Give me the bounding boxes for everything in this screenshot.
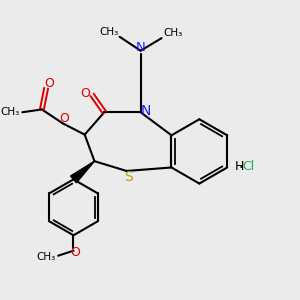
Text: CH₃: CH₃ bbox=[37, 252, 56, 262]
Text: O: O bbox=[44, 77, 54, 90]
Polygon shape bbox=[70, 161, 94, 183]
Text: O: O bbox=[80, 87, 90, 100]
Text: CH₃: CH₃ bbox=[1, 107, 20, 117]
Text: N: N bbox=[140, 104, 151, 118]
Text: O: O bbox=[59, 112, 69, 125]
Text: CH₃: CH₃ bbox=[99, 27, 118, 37]
Text: H: H bbox=[234, 160, 244, 173]
Text: O: O bbox=[70, 246, 80, 260]
Text: S: S bbox=[124, 170, 132, 184]
Text: N: N bbox=[136, 41, 146, 54]
Text: CH₃: CH₃ bbox=[163, 28, 182, 38]
Text: Cl: Cl bbox=[242, 160, 254, 173]
